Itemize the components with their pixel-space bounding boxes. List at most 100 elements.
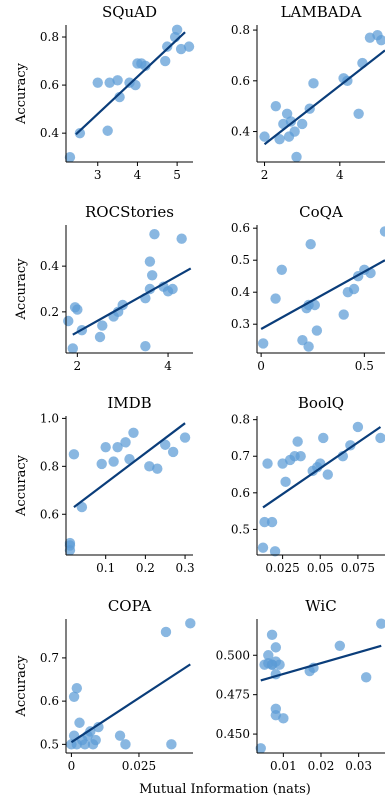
data-point [259, 516, 270, 528]
data-point [124, 453, 135, 465]
data-point [160, 439, 171, 450]
y-tick-label: 0.7 [40, 651, 59, 665]
x-tick-label: 0.01 [270, 759, 297, 773]
x-tick-label: 0.05 [307, 561, 334, 575]
x-tick-label: 0.02 [308, 759, 335, 773]
data-point [345, 440, 356, 451]
data-point [167, 283, 178, 295]
data-point [270, 703, 282, 715]
x-tick-label: 0.025 [265, 561, 299, 575]
data-point [269, 546, 281, 557]
data-point [352, 421, 364, 433]
data-point [296, 118, 308, 130]
panel-lambada: 2 4 0.4 0.6 0.8 LAMBADA [231, 3, 385, 182]
data-point [257, 542, 269, 553]
data-point [303, 341, 314, 352]
panel-title: SQuAD [102, 3, 157, 21]
panel-copa: 0 0.025 0.5 0.6 0.7 COPA Accuracy [14, 597, 196, 773]
fit-line [75, 31, 186, 136]
panel-title: CoQA [299, 203, 343, 221]
y-tick-label: 0.8 [231, 413, 250, 427]
x-tick-label: 4 [336, 168, 344, 182]
data-point [152, 463, 163, 474]
panel-boolq: 0.025 0.05 0.075 0.5 0.6 0.7 0.8 BoolQ [231, 394, 385, 575]
data-point [176, 233, 187, 244]
data-point [97, 320, 108, 331]
data-point [144, 256, 156, 267]
panel-imdb: 0.1 0.2 0.3 0.6 0.8 1.0 IMDB Accuracy [14, 394, 195, 575]
fit-line [72, 267, 192, 336]
data-point [338, 309, 349, 320]
data-point [108, 456, 119, 467]
data-point [291, 151, 302, 163]
data-point [166, 739, 177, 750]
data-point [334, 640, 346, 651]
y-tick-label: 0.8 [40, 30, 59, 44]
data-point [255, 743, 266, 754]
y-tick-label: 0.4 [40, 126, 59, 140]
panel-rocstories: 2 4 0.2 0.4 ROCStories Accuracy [14, 203, 193, 373]
data-point [67, 343, 79, 354]
data-point [274, 659, 285, 670]
data-point [185, 618, 196, 629]
data-point [71, 682, 83, 694]
data-point [297, 335, 308, 346]
data-point [162, 41, 173, 52]
data-point [375, 432, 385, 444]
data-point [93, 721, 104, 733]
fit-line [70, 663, 191, 744]
data-point [270, 100, 282, 112]
panel-title: WiC [305, 597, 336, 615]
panel-squad: 3 4 5 0.4 0.6 0.8 SQuAD Accuracy [14, 3, 195, 182]
data-point [140, 60, 151, 72]
data-point [266, 516, 278, 528]
x-tick-label: 0.03 [345, 759, 372, 773]
data-point [96, 458, 107, 470]
data-point [257, 338, 269, 349]
panel-coqa: 0 0.5 0.3 0.4 0.5 0.6 CoQA [231, 203, 385, 373]
data-point [280, 476, 291, 488]
data-point [104, 77, 115, 88]
data-point [167, 446, 179, 458]
data-point [79, 739, 91, 750]
data-point [295, 451, 306, 462]
y-tick-label: 0.4 [231, 285, 250, 299]
y-tick-label: 0.8 [231, 23, 250, 37]
data-point [353, 108, 364, 119]
data-point [348, 283, 360, 295]
data-point [318, 432, 329, 444]
data-point [114, 730, 126, 741]
data-point [266, 629, 278, 640]
panel-title: COPA [108, 597, 151, 615]
panels-group: 3 4 5 0.4 0.6 0.8 SQuAD Accuracy 2 4 0.4 0.6 0.8 LAMB… [14, 3, 385, 773]
y-tick-label: 0.6 [40, 507, 59, 521]
y-tick-label: 0.475 [216, 688, 250, 702]
data-point [92, 77, 103, 88]
y-tick-label: 0.6 [231, 74, 250, 88]
y-tick-label: 0.7 [231, 449, 250, 463]
data-point [309, 299, 321, 311]
y-tick-label: 0.8 [40, 459, 59, 473]
data-point [74, 127, 86, 139]
panel-wic: 0.01 0.02 0.03 0.450 0.475 0.500 WiC [216, 597, 385, 773]
data-point [64, 537, 76, 549]
data-point [120, 437, 131, 448]
data-point [322, 469, 333, 480]
data-point [76, 501, 88, 513]
data-point [68, 449, 80, 460]
data-point [160, 55, 171, 67]
data-point [94, 331, 106, 343]
data-point [311, 325, 323, 336]
x-tick-label: 4 [134, 168, 142, 182]
data-point [144, 461, 155, 472]
data-point [270, 642, 282, 653]
panel-title: IMDB [107, 394, 151, 412]
data-point [289, 126, 300, 137]
data-point [305, 239, 316, 250]
data-point [160, 626, 172, 638]
y-tick-label: 1.0 [40, 411, 59, 425]
y-tick-label: 0.450 [216, 727, 250, 741]
data-point [376, 35, 385, 46]
data-point [90, 734, 101, 746]
data-point [379, 226, 385, 237]
